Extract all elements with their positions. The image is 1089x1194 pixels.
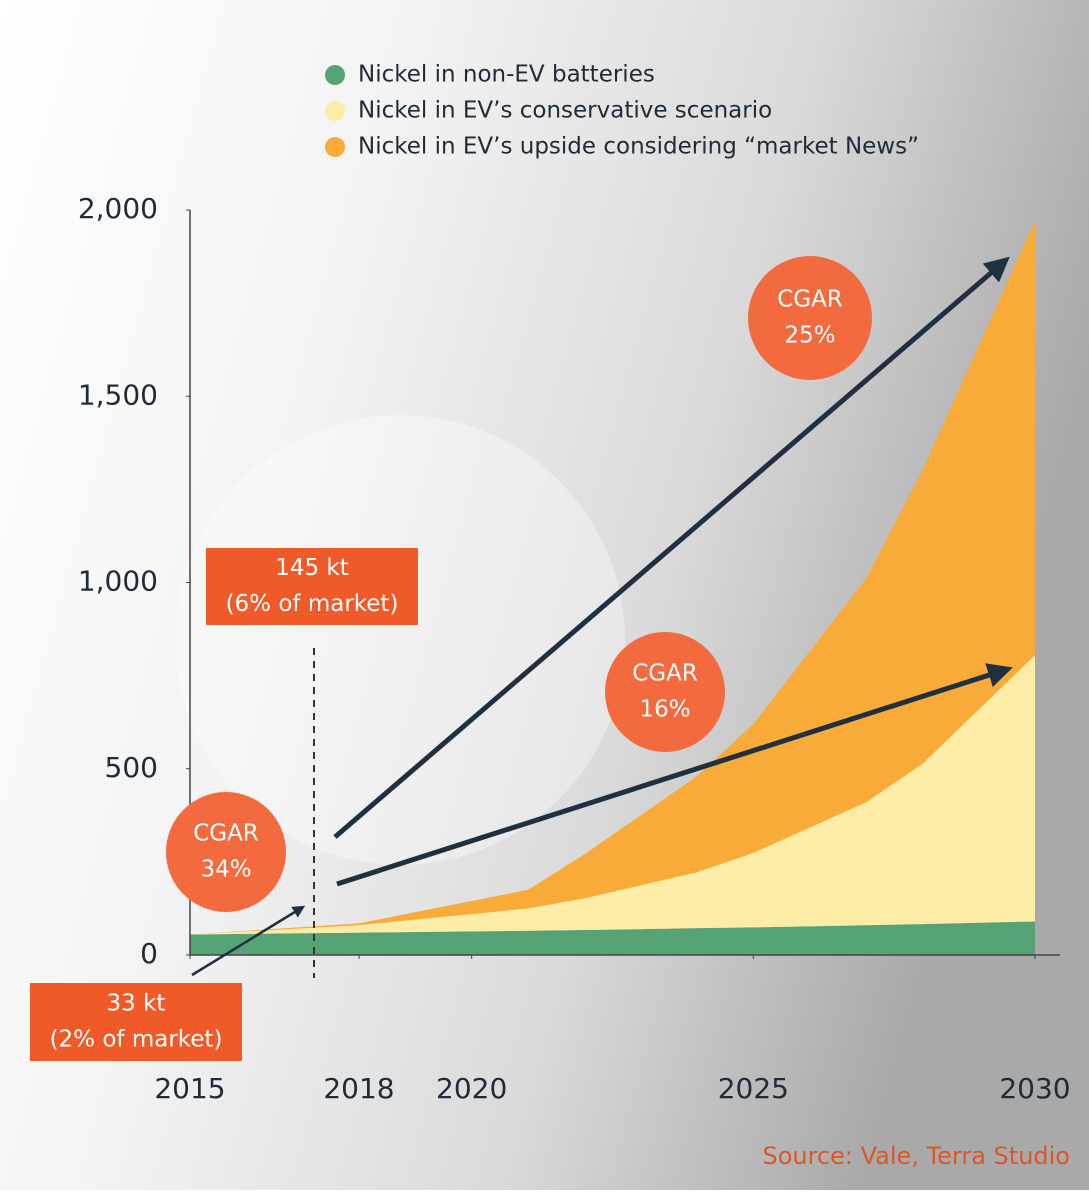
x-tick-label: 2018 bbox=[323, 1072, 394, 1105]
area bbox=[190, 921, 1035, 955]
y-tick-label: 2,000 bbox=[78, 192, 158, 225]
x-tick-label: 2020 bbox=[436, 1072, 507, 1105]
annotation-circle bbox=[748, 256, 872, 380]
annotation-text: (6% of market) bbox=[226, 591, 399, 617]
annotation-text: 34% bbox=[200, 857, 251, 883]
background-shape bbox=[175, 415, 625, 865]
area bbox=[190, 655, 1035, 935]
x-tick-label: 2025 bbox=[718, 1072, 789, 1105]
annotation-text: 33 kt bbox=[107, 991, 166, 1017]
legend-label: Nickel in non-EV batteries bbox=[358, 62, 655, 88]
annotation-circle bbox=[166, 792, 286, 912]
y-tick-label: 1,500 bbox=[78, 378, 158, 411]
y-tick-label: 0 bbox=[140, 937, 158, 970]
arrow bbox=[333, 256, 1010, 839]
annotation-box bbox=[206, 548, 418, 625]
y-tick-label: 500 bbox=[105, 751, 158, 784]
x-tick-label: 2030 bbox=[999, 1072, 1070, 1105]
legend-label: Nickel in EV’s upside considering “marke… bbox=[358, 134, 919, 160]
annotation-text: 25% bbox=[784, 323, 835, 349]
annotation-text: 16% bbox=[639, 697, 690, 723]
x-tick-label: 2015 bbox=[154, 1072, 225, 1105]
annotation-circle bbox=[605, 632, 725, 752]
annotation-text: CGAR bbox=[193, 821, 259, 847]
annotation-text: CGAR bbox=[777, 287, 843, 313]
legend-swatch bbox=[325, 137, 345, 157]
annotation-box bbox=[30, 983, 242, 1061]
annotation-text: (2% of market) bbox=[50, 1027, 223, 1053]
legend-label: Nickel in EV’s conservative scenario bbox=[358, 98, 772, 124]
area bbox=[190, 221, 1035, 935]
source: Source: Vale, Terra Studio bbox=[762, 1142, 1070, 1170]
arrow bbox=[336, 663, 1013, 887]
legend-swatch bbox=[325, 65, 345, 85]
annotation-text: 145 kt bbox=[275, 555, 349, 581]
y-tick-label: 1,000 bbox=[78, 565, 158, 598]
arrow bbox=[191, 905, 306, 977]
annotation-text: CGAR bbox=[632, 661, 698, 687]
legend-swatch bbox=[325, 101, 345, 121]
